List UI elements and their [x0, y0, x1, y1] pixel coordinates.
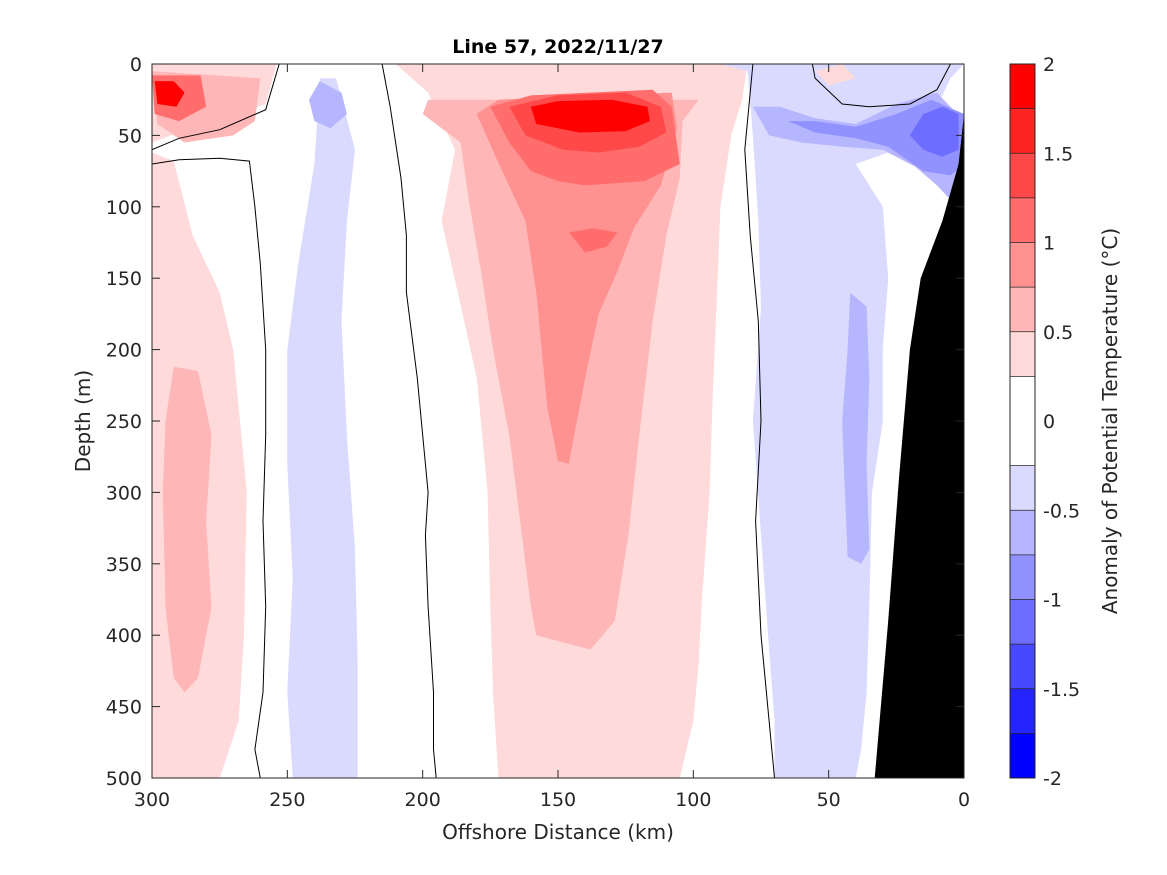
colorbar-band [1010, 644, 1035, 689]
y-tick-label: 300 [106, 482, 142, 504]
y-tick-label: 200 [106, 340, 142, 362]
contour-region-surface-warm-core [154, 81, 185, 107]
colorbar-band [1010, 376, 1035, 466]
chart-title: Line 57, 2022/11/27 [452, 36, 664, 58]
x-axis-label: Offshore Distance (km) [442, 820, 674, 844]
y-tick-label: 0 [130, 54, 142, 76]
zero-contour-line [744, 64, 775, 778]
x-tick-label: 0 [958, 789, 970, 811]
zero-contour-line [152, 157, 267, 778]
contour-region-offshore-cold-band [309, 81, 347, 129]
y-axis-label: Depth (m) [71, 370, 95, 472]
colorbar-band [1010, 287, 1035, 332]
x-tick-label: 100 [675, 789, 711, 811]
colorbar-band [1010, 197, 1035, 243]
colorbar-band [1010, 64, 1035, 109]
y-tick-label: 50 [118, 125, 142, 147]
colorbar-tick-label: -2 [1043, 768, 1062, 790]
contour-region-nearshore-surface-cold-core [788, 99, 964, 176]
colorbar-band [1010, 733, 1035, 778]
y-tick-label: 350 [106, 554, 142, 576]
x-tick-label: 200 [405, 789, 441, 811]
colorbar-tick-label: -1 [1043, 590, 1062, 612]
colorbar: 2 1.5 1 0.5 0 -0.5 -1 -1.5 -2 [1009, 54, 1080, 790]
contour-region-surface-warm-core [815, 64, 856, 86]
colorbar-band [1010, 510, 1035, 555]
contour-region-nearshore-cold-band [842, 292, 870, 564]
x-tick-label: 300 [134, 789, 170, 811]
colorbar-tick-label: 1.5 [1043, 143, 1073, 165]
x-axis: 300 250 200 150 100 50 0 [134, 64, 970, 811]
zero-contour-line [381, 64, 437, 778]
colorbar-band [1010, 599, 1035, 645]
contour-region-surface-warm-core [530, 99, 650, 133]
y-tick-label: 500 [106, 768, 142, 790]
colorbar-tick-label: 0 [1043, 411, 1055, 433]
colorbar-frame [1009, 63, 1036, 779]
y-tick-label: 400 [106, 625, 142, 647]
colorbar-tick-label: -1.5 [1043, 679, 1080, 701]
contour-region-nearshore-surface-cold-core [909, 106, 959, 157]
y-tick-label: 100 [106, 197, 142, 219]
contour-fill [152, 64, 964, 778]
colorbar-tick-label: 0.5 [1043, 322, 1073, 344]
contour-region-surface-warm-core [476, 92, 678, 464]
colorbar-tick-label: -0.5 [1043, 500, 1080, 522]
x-tick-label: 150 [540, 789, 576, 811]
colorbar-band [1010, 242, 1035, 288]
contour-region-surface-warm-core [568, 228, 618, 253]
colorbar-label: Anomaly of Potential Temperature (°C) [1098, 228, 1122, 614]
y-tick-label: 450 [106, 697, 142, 719]
zero-contour-line [152, 64, 280, 151]
contour-region-offshore-warm-patch [162, 366, 212, 693]
colorbar-band [1010, 108, 1035, 154]
colorbar-tick-label: 1 [1043, 233, 1055, 255]
zero-contour-lines [152, 64, 951, 778]
y-axis: 0 50 100 150 200 250 300 350 400 450 500 [106, 54, 964, 790]
colorbar-band [1010, 331, 1035, 377]
colorbar-band [1010, 554, 1035, 600]
colorbar-band [1010, 688, 1035, 734]
contour-region-offshore-cold-band [287, 78, 358, 778]
colorbar-band [1010, 153, 1035, 198]
y-tick-label: 150 [106, 268, 142, 290]
x-tick-label: 250 [269, 789, 305, 811]
x-tick-label: 50 [817, 789, 841, 811]
colorbar-band [1010, 465, 1035, 511]
y-tick-label: 250 [106, 411, 142, 433]
bathymetry-mask [874, 114, 964, 778]
colorbar-tick-label: 2 [1043, 54, 1055, 76]
zero-contour-line [811, 64, 951, 108]
